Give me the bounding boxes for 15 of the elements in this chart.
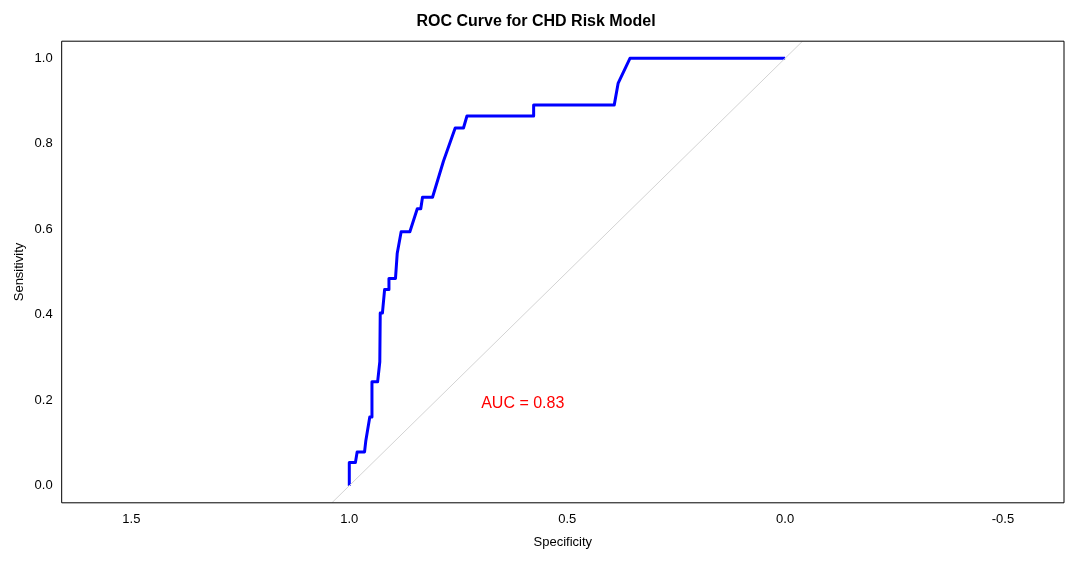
x-tick-label: 0.5 xyxy=(558,511,577,527)
annotation: AUC = 0.83 xyxy=(481,394,565,412)
x-axis-title: Specificity xyxy=(533,533,593,549)
chart-title: ROC Curve for CHD Risk Model xyxy=(416,12,656,30)
y-tick-label: 0.2 xyxy=(34,391,53,407)
y-tick-label: 0.6 xyxy=(34,220,53,236)
x-tick-label: 1.5 xyxy=(122,511,141,527)
y-axis-title: Sensitivity xyxy=(11,242,27,302)
x-tick-label: -0.5 xyxy=(991,511,1015,527)
x-tick-label: 1.0 xyxy=(340,511,359,527)
x-tick-label: 0.0 xyxy=(776,511,795,527)
y-tick-label: 1.0 xyxy=(34,49,53,65)
y-tick-label: 0.4 xyxy=(34,306,53,322)
y-tick-label: 0.8 xyxy=(34,135,53,151)
y-tick-label: 0.0 xyxy=(34,477,53,493)
